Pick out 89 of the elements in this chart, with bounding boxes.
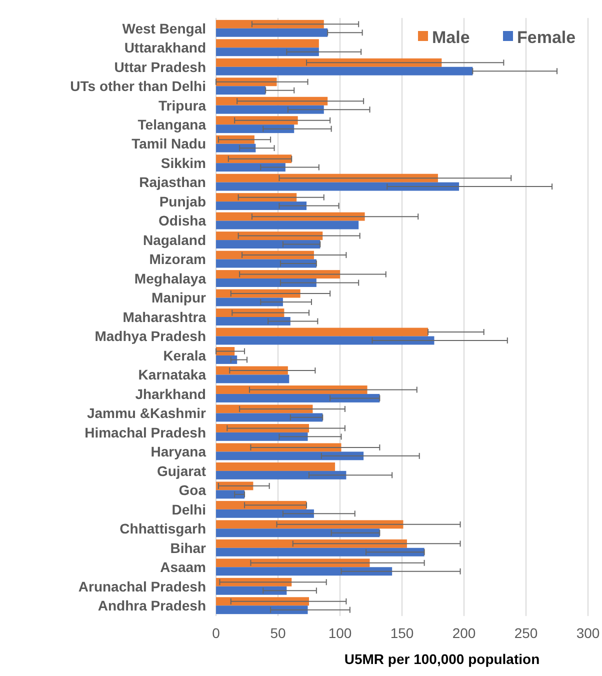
bar [216, 289, 300, 298]
bar [216, 404, 313, 414]
x-tick-label: 0 [212, 625, 220, 641]
bar [216, 528, 380, 538]
x-axis-title: U5MR per 100,000 population [344, 651, 540, 667]
y-tick-label: Karnataka [138, 366, 206, 383]
bar [216, 144, 256, 152]
y-tick-label: Telangana [138, 116, 206, 132]
bar [216, 558, 370, 568]
y-tick-label: Haryana [150, 444, 206, 460]
bar [216, 567, 392, 576]
bar [216, 220, 359, 230]
bar [216, 355, 238, 364]
y-tick-label: Tripura [158, 97, 206, 114]
bar [216, 193, 297, 202]
x-tick-label: 100 [328, 625, 352, 641]
y-tick-label: Bihar [170, 540, 207, 556]
x-tick-label: 250 [514, 625, 538, 641]
y-tick-label: Jharkhand [135, 386, 206, 402]
bar [216, 39, 319, 48]
bar [216, 394, 380, 402]
y-tick-label: Jammu &Kashmir [86, 405, 207, 422]
bar [216, 520, 404, 529]
bar [216, 259, 316, 268]
y-tick-label: Asaam [160, 559, 206, 576]
bar [216, 182, 460, 191]
y-tick-label: Punjab [159, 193, 206, 210]
y-tick-label: Mizoram [149, 251, 206, 268]
bar [216, 490, 245, 499]
bar [216, 212, 365, 221]
bar [216, 48, 319, 56]
bar [216, 336, 434, 345]
y-tick-label: Meghalaya [134, 270, 206, 286]
bar [216, 606, 308, 614]
bar [216, 470, 346, 480]
y-tick-label: Madhya Pradesh [94, 328, 206, 344]
bar [216, 539, 407, 548]
y-tick-label: Arunachal Pradesh [78, 578, 206, 594]
y-tick-label: Himachal Pradesh [84, 424, 206, 440]
y-tick-label: Gujarat [156, 462, 206, 479]
x-tick-label: 300 [576, 625, 600, 641]
bar [216, 548, 424, 556]
bar [216, 240, 320, 249]
bar [216, 124, 294, 134]
y-tick-label: Odisha [158, 212, 206, 229]
bar [216, 443, 342, 452]
bar [216, 385, 368, 394]
bar [216, 432, 308, 441]
y-tick-label: Chhattisgarh [120, 520, 206, 537]
bar [216, 105, 324, 114]
x-tick-label: 150 [390, 625, 414, 641]
y-tick-label: UTs other than Delhi [70, 78, 206, 94]
y-tick-label: Nagaland [142, 232, 206, 248]
y-tick-label: Sikkim [160, 154, 206, 171]
y-tick-label: Manipur [152, 290, 207, 306]
bar [216, 374, 290, 384]
legend-label: Male [432, 28, 470, 47]
bar [216, 586, 287, 595]
bar [216, 328, 428, 336]
y-tick-label: Maharashtra [122, 308, 206, 325]
bar [216, 202, 307, 210]
bar [216, 452, 364, 460]
y-tick-label: Goa [178, 482, 206, 498]
legend-label: Female [517, 28, 576, 47]
y-tick-label: Tamil Nadu [132, 136, 206, 152]
x-tick-label: 200 [452, 625, 476, 641]
y-tick-label: West Bengal [122, 20, 206, 36]
y-tick-label: Delhi [172, 501, 206, 518]
y-tick-label: Uttar Pradesh [114, 58, 206, 75]
bar [216, 20, 324, 28]
bar [216, 413, 323, 422]
y-tick-label: Rajasthan [139, 174, 206, 190]
bar [216, 509, 314, 518]
bar [216, 278, 316, 287]
bar [216, 500, 307, 510]
bar [216, 317, 290, 326]
x-tick-label: 50 [270, 625, 286, 641]
bar [216, 163, 286, 172]
bar [216, 58, 442, 67]
bar [216, 66, 473, 76]
bar [216, 174, 438, 182]
bar [216, 86, 266, 95]
y-tick-label: Uttarakhand [124, 40, 206, 56]
bar [216, 28, 328, 37]
y-tick-label: Andhra Pradesh [98, 598, 206, 614]
bar [216, 462, 336, 471]
bar [216, 116, 298, 125]
y-tick-label: Kerala [163, 347, 206, 364]
bar [216, 298, 283, 306]
